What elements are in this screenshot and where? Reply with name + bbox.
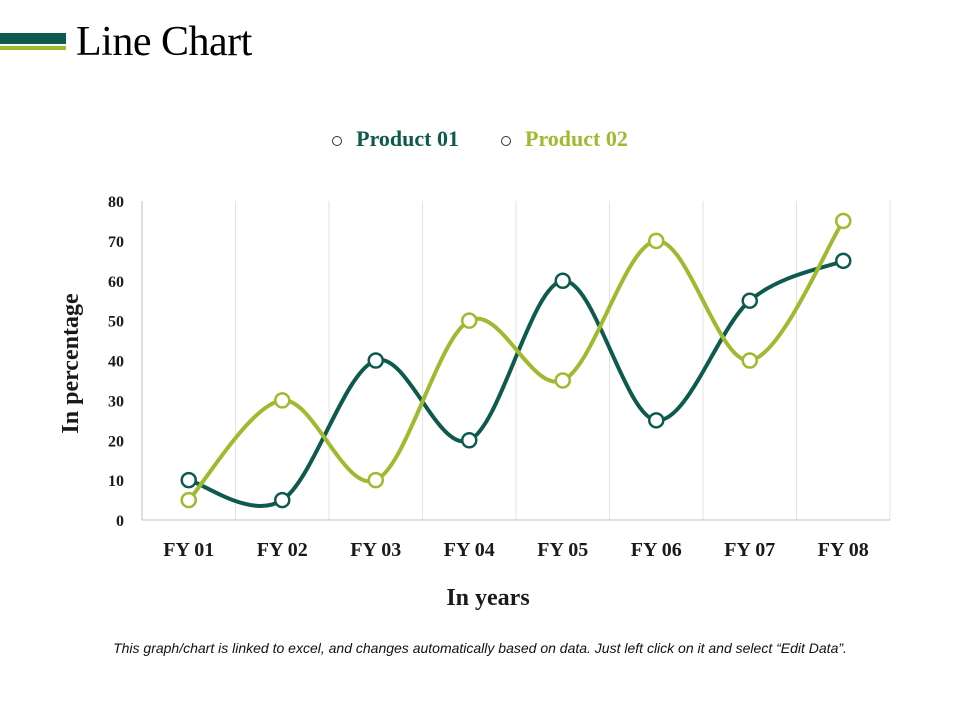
y-tick-label: 10 <box>108 473 124 490</box>
data-point-series-2 <box>648 232 665 250</box>
y-tick-label: 80 <box>108 194 124 211</box>
chart-legend: Product 01 Product 02 <box>0 126 960 152</box>
data-point-series-1 <box>554 272 571 289</box>
data-point-series-2 <box>835 212 852 230</box>
data-point-series-1 <box>180 471 197 489</box>
data-point-series-1 <box>461 432 478 449</box>
x-tick-label: FY 08 <box>818 539 869 561</box>
y-tick-label: 70 <box>108 234 124 251</box>
y-tick-label: 50 <box>108 314 124 331</box>
data-point-series-1 <box>835 252 852 270</box>
y-tick-label: 60 <box>108 274 124 291</box>
legend-marker-product-01 <box>332 135 343 146</box>
title-accent-bar <box>0 33 66 44</box>
legend-item-product-01: Product 01 <box>332 126 459 152</box>
x-tick-label: FY 03 <box>350 539 401 561</box>
data-point-series-1 <box>274 491 291 509</box>
y-axis-title: In percentage <box>58 293 84 434</box>
y-tick-label: 40 <box>108 354 124 371</box>
legend-marker-product-02 <box>501 135 511 146</box>
footnote: This graph/chart is linked to excel, and… <box>113 640 847 656</box>
data-point-series-1 <box>648 412 665 429</box>
data-point-series-1 <box>367 352 384 369</box>
legend-item-product-02: Product 02 <box>501 126 628 152</box>
x-axis-title: In years <box>446 585 529 611</box>
title-accent-underline <box>0 46 66 50</box>
y-tick-label: 20 <box>108 433 124 450</box>
data-point-series-2 <box>461 312 478 329</box>
x-tick-label: FY 02 <box>257 539 308 561</box>
y-tick-label: 30 <box>108 393 124 410</box>
x-tick-label: FY 01 <box>163 539 214 561</box>
legend-label-product-02: Product 02 <box>525 126 628 151</box>
data-point-series-1 <box>741 292 758 309</box>
data-point-series-2 <box>367 471 384 489</box>
page-title: Line Chart <box>76 19 252 65</box>
legend-label-product-01: Product 01 <box>356 126 459 151</box>
data-point-series-2 <box>180 491 197 509</box>
y-tick-label: 0 <box>116 513 124 530</box>
x-tick-label: FY 05 <box>537 539 588 561</box>
data-point-series-2 <box>741 352 758 369</box>
data-point-series-2 <box>554 372 571 389</box>
data-point-series-2 <box>274 392 291 409</box>
series-line-2 <box>186 218 846 503</box>
x-tick-label: FY 07 <box>724 539 775 561</box>
x-tick-label: FY 04 <box>444 539 495 561</box>
x-tick-label: FY 06 <box>631 539 682 561</box>
